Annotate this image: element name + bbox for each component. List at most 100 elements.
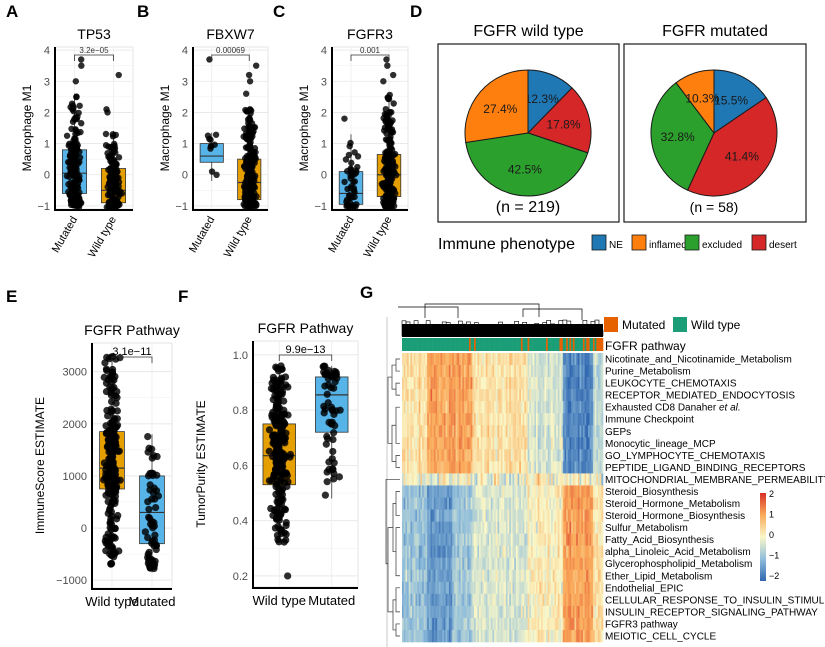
x-tick-label: Mutated <box>187 215 217 255</box>
heatmap-cell <box>480 485 483 498</box>
heatmap-cell <box>438 401 441 414</box>
heatmap-cell <box>547 617 550 631</box>
heatmap-cell <box>497 521 500 534</box>
heatmap-cell <box>412 509 415 522</box>
heatmap-cell <box>507 617 510 631</box>
heatmap-cell <box>544 581 547 595</box>
heatmap-cell <box>592 389 595 402</box>
heatmap-cell <box>584 353 587 366</box>
heatmap-cell <box>581 545 584 559</box>
heatmap-cell <box>469 581 471 595</box>
heatmap-cell <box>541 605 543 619</box>
heatmap-cell <box>571 485 574 498</box>
heatmap-cell <box>405 353 408 366</box>
annotation-cell <box>542 338 545 351</box>
heatmap-cell <box>579 449 582 462</box>
heatmap-cell <box>402 377 404 390</box>
heatmap-cell <box>458 353 461 366</box>
heatmap-cell <box>517 497 520 510</box>
heatmap-cell <box>584 485 587 498</box>
heatmap-cell <box>408 521 411 534</box>
heatmap-cell <box>517 449 520 462</box>
data-point <box>346 142 353 150</box>
heatmap-cell <box>519 545 522 559</box>
heatmap-cell <box>591 497 594 510</box>
heatmap-cell <box>497 629 500 643</box>
heatmap-cell <box>509 401 512 414</box>
heatmap-cell <box>438 581 441 595</box>
heatmap-cell <box>425 389 428 402</box>
heatmap-cell <box>601 545 604 559</box>
heatmap-cell <box>556 365 559 378</box>
heatmap-cell <box>407 581 409 595</box>
heatmap-cell <box>507 605 510 619</box>
heatmap-cell <box>574 617 577 631</box>
heatmap-cell <box>504 377 507 390</box>
heatmap-cell <box>457 437 460 450</box>
heatmap-cell <box>410 545 413 559</box>
heatmap-cell <box>474 593 476 607</box>
heatmap-cell <box>587 593 590 607</box>
heatmap-cell <box>477 509 480 522</box>
heatmap-cell <box>422 461 425 474</box>
data-point <box>274 452 282 460</box>
heatmap-cell <box>412 557 415 571</box>
data-point <box>348 159 355 167</box>
heatmap-cell <box>561 461 564 474</box>
heatmap-cell <box>577 569 580 583</box>
annotation-cell <box>415 338 418 351</box>
heatmap-cell <box>504 521 507 534</box>
heatmap-cell <box>524 353 527 366</box>
heatmap-cell <box>413 593 416 607</box>
heatmap-cell <box>467 377 470 390</box>
heatmap-cell <box>432 605 435 619</box>
heatmap-cell <box>592 509 595 522</box>
heatmap-cell <box>536 485 538 498</box>
heatmap-cell <box>420 557 423 571</box>
heatmap-cell <box>536 401 538 414</box>
row-label: Ether_Lipid_Metabolism <box>605 571 712 582</box>
annotation-cell <box>402 338 404 351</box>
heatmap-cell <box>415 629 418 643</box>
heatmap-cell <box>576 353 579 366</box>
heatmap-cell <box>485 521 488 534</box>
heatmap-cell <box>460 557 463 571</box>
heatmap-cell <box>504 497 507 510</box>
data-point <box>75 109 82 117</box>
annotation-cell <box>505 338 508 351</box>
heatmap-cell <box>402 605 404 619</box>
heatmap-cell <box>435 533 438 546</box>
heatmap-cell <box>579 473 582 486</box>
heatmap-cell <box>577 557 580 571</box>
heatmap-cell <box>413 389 416 402</box>
heatmap-cell <box>549 629 552 643</box>
heatmap-cell <box>510 617 513 631</box>
heatmap-cell <box>596 389 599 402</box>
heatmap-cell <box>549 449 552 462</box>
heatmap-cell <box>402 509 404 522</box>
heatmap-cell <box>589 353 592 366</box>
heatmap-cell <box>457 593 460 607</box>
heatmap-cell <box>462 437 465 450</box>
heatmap-cell <box>522 437 525 450</box>
heatmap-cell <box>589 509 592 522</box>
outlier-point <box>384 62 391 69</box>
annotation-cell <box>405 338 408 351</box>
heatmap-cell <box>510 413 513 426</box>
heatmap-cell <box>510 485 513 498</box>
significance-bracket <box>278 354 333 361</box>
heatmap-cell <box>529 437 532 450</box>
heatmap-cell <box>510 533 513 546</box>
heatmap-cell <box>529 425 532 438</box>
heatmap-cell <box>536 425 538 438</box>
heatmap-cell <box>542 437 545 450</box>
heatmap-cell <box>586 593 589 607</box>
data-point <box>212 131 220 138</box>
annotation-cell <box>479 338 482 351</box>
heatmap-cell <box>591 521 594 534</box>
annotation-cell <box>552 338 555 351</box>
heatmap-cell <box>465 497 468 510</box>
heatmap-cell <box>515 581 518 595</box>
annotation-cell <box>524 338 527 351</box>
heatmap-cell <box>420 533 423 546</box>
